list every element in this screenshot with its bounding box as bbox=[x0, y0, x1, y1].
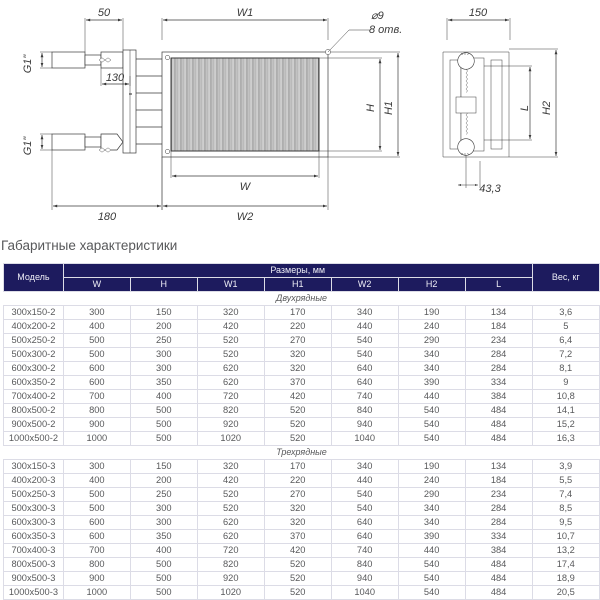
svg-text:130: 130 bbox=[106, 72, 125, 84]
svg-text:150: 150 bbox=[469, 7, 488, 19]
svg-text:⌀9: ⌀9 bbox=[371, 10, 384, 22]
svg-text:50: 50 bbox=[98, 7, 111, 19]
svg-text:W: W bbox=[240, 181, 252, 193]
svg-text:180: 180 bbox=[98, 211, 117, 223]
svg-text:H2: H2 bbox=[541, 101, 553, 115]
svg-text:W2: W2 bbox=[237, 211, 254, 223]
svg-text:43,3: 43,3 bbox=[479, 183, 501, 195]
svg-text:W1: W1 bbox=[237, 7, 254, 19]
svg-text:H1: H1 bbox=[383, 101, 395, 115]
svg-text:H: H bbox=[365, 104, 377, 112]
svg-text:8 отв.: 8 отв. bbox=[369, 24, 402, 36]
svg-text:G1": G1" bbox=[22, 54, 34, 74]
svg-text:L: L bbox=[519, 105, 531, 111]
svg-text:G1": G1" bbox=[22, 136, 34, 156]
